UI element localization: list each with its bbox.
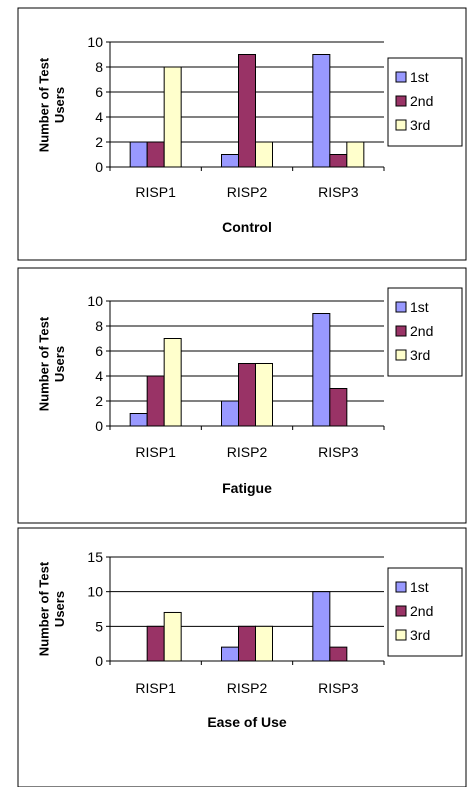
chart-frame bbox=[17, 267, 467, 524]
legend-swatch bbox=[395, 71, 407, 83]
legend-swatch bbox=[395, 325, 407, 337]
bar bbox=[221, 646, 239, 662]
x-tick-label: RISP1 bbox=[135, 680, 176, 696]
x-tick-label: RISP3 bbox=[318, 184, 359, 200]
chart-title: Control bbox=[222, 219, 272, 235]
x-tick-label: RISP2 bbox=[227, 680, 268, 696]
bar bbox=[312, 54, 331, 168]
legend-label: 1st bbox=[410, 69, 429, 85]
bar bbox=[221, 400, 239, 427]
chart-2: 0 2 4 6 8 10 RISP1 RISP2 RISP3 Fatigue Number of T… bbox=[17, 267, 467, 524]
y-tick-label: 10 bbox=[87, 584, 103, 600]
bar bbox=[129, 413, 148, 427]
bar bbox=[329, 388, 348, 427]
bar bbox=[329, 646, 348, 662]
y-tick-label: 4 bbox=[95, 109, 103, 125]
bar bbox=[129, 141, 148, 168]
legend-label: 3rd bbox=[410, 117, 430, 133]
bar bbox=[238, 54, 256, 168]
bar bbox=[146, 625, 165, 662]
y-tick-label: 15 bbox=[87, 549, 103, 565]
legend-swatch bbox=[395, 119, 407, 131]
legend-label: 3rd bbox=[410, 627, 430, 643]
legend-swatch bbox=[395, 605, 407, 617]
y-tick-label: 2 bbox=[95, 134, 103, 150]
x-tick-label: RISP3 bbox=[318, 444, 359, 460]
legend-label: 1st bbox=[410, 579, 429, 595]
legend-label: 1st bbox=[410, 299, 429, 315]
x-tick-label: RISP3 bbox=[318, 680, 359, 696]
bar bbox=[163, 66, 182, 168]
bar bbox=[163, 338, 182, 427]
bar bbox=[163, 611, 182, 662]
bar bbox=[238, 363, 256, 427]
bar bbox=[312, 313, 331, 427]
legend-swatch bbox=[395, 95, 407, 107]
chart-title: Ease of Use bbox=[207, 714, 287, 730]
y-tick-label: 0 bbox=[95, 159, 103, 175]
y-tick-label: 10 bbox=[87, 34, 103, 50]
bar bbox=[346, 141, 365, 168]
x-tick-label: RISP2 bbox=[227, 184, 268, 200]
bar bbox=[255, 363, 273, 427]
y-tick-label: 6 bbox=[95, 343, 103, 359]
bar bbox=[238, 625, 256, 662]
y-tick-label: 4 bbox=[95, 368, 103, 384]
y-axis-label: Number of TestUsers bbox=[36, 316, 67, 411]
legend-swatch bbox=[395, 629, 407, 641]
chart-frame bbox=[17, 7, 467, 261]
chart-frame bbox=[17, 527, 467, 787]
bar bbox=[221, 154, 239, 168]
chart-title: Fatigue bbox=[222, 480, 272, 496]
x-tick-label: RISP1 bbox=[135, 184, 176, 200]
legend-swatch bbox=[395, 581, 407, 593]
x-tick-label: RISP2 bbox=[227, 444, 268, 460]
chart-3: 0 5 10 15 RISP1 RISP2 RISP3 Ease of Use Number o… bbox=[17, 527, 467, 787]
y-tick-label: 8 bbox=[95, 318, 103, 334]
y-axis-label: Number of TestUsers bbox=[36, 561, 67, 656]
y-tick-label: 8 bbox=[95, 59, 103, 75]
legend-swatch bbox=[395, 301, 407, 313]
y-axis-label: Number of TestUsers bbox=[36, 57, 67, 152]
legend-label: 2nd bbox=[410, 93, 433, 109]
y-tick-label: 0 bbox=[95, 418, 103, 434]
legend-label: 2nd bbox=[410, 603, 433, 619]
bar bbox=[146, 375, 165, 427]
y-tick-label: 2 bbox=[95, 393, 103, 409]
y-tick-label: 6 bbox=[95, 84, 103, 100]
legend-swatch bbox=[395, 349, 407, 361]
bar bbox=[329, 154, 348, 168]
y-tick-label: 0 bbox=[95, 653, 103, 669]
bar bbox=[146, 141, 165, 168]
legend-label: 2nd bbox=[410, 323, 433, 339]
bar bbox=[255, 625, 273, 662]
legend-label: 3rd bbox=[410, 347, 430, 363]
y-tick-label: 10 bbox=[87, 293, 103, 309]
x-tick-label: RISP1 bbox=[135, 444, 176, 460]
bar bbox=[312, 591, 331, 662]
chart-1: 0 2 4 6 8 10 RISP1 RISP2 RISP3 Control Number of T… bbox=[17, 7, 467, 261]
bar bbox=[255, 141, 273, 168]
y-tick-label: 5 bbox=[95, 618, 103, 634]
